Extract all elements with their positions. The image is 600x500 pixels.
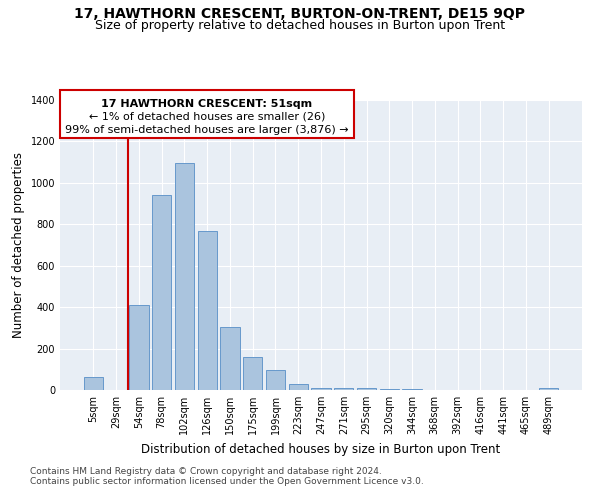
Text: Contains HM Land Registry data © Crown copyright and database right 2024.: Contains HM Land Registry data © Crown c… bbox=[30, 467, 382, 476]
Bar bbox=[84, 377, 103, 390]
Y-axis label: Number of detached properties: Number of detached properties bbox=[12, 152, 25, 338]
Text: 17 HAWTHORN CRESCENT: 51sqm: 17 HAWTHORN CRESCENT: 51sqm bbox=[101, 98, 313, 108]
Bar bbox=[380, 389, 399, 390]
Text: 99% of semi-detached houses are larger (3,876) →: 99% of semi-detached houses are larger (… bbox=[65, 124, 349, 134]
Bar bbox=[311, 388, 331, 390]
Bar bbox=[539, 388, 558, 390]
Bar bbox=[220, 327, 239, 390]
Bar bbox=[243, 357, 262, 390]
Bar bbox=[334, 388, 353, 390]
Bar bbox=[357, 388, 376, 390]
Text: ← 1% of detached houses are smaller (26): ← 1% of detached houses are smaller (26) bbox=[89, 112, 325, 122]
Bar bbox=[152, 196, 172, 390]
Text: 17, HAWTHORN CRESCENT, BURTON-ON-TRENT, DE15 9QP: 17, HAWTHORN CRESCENT, BURTON-ON-TRENT, … bbox=[74, 8, 526, 22]
Text: Distribution of detached houses by size in Burton upon Trent: Distribution of detached houses by size … bbox=[142, 442, 500, 456]
Bar bbox=[129, 305, 149, 390]
Bar bbox=[197, 230, 217, 390]
Bar bbox=[175, 163, 194, 390]
Bar bbox=[266, 370, 285, 390]
Bar bbox=[289, 384, 308, 390]
Text: Size of property relative to detached houses in Burton upon Trent: Size of property relative to detached ho… bbox=[95, 18, 505, 32]
Text: Contains public sector information licensed under the Open Government Licence v3: Contains public sector information licen… bbox=[30, 477, 424, 486]
